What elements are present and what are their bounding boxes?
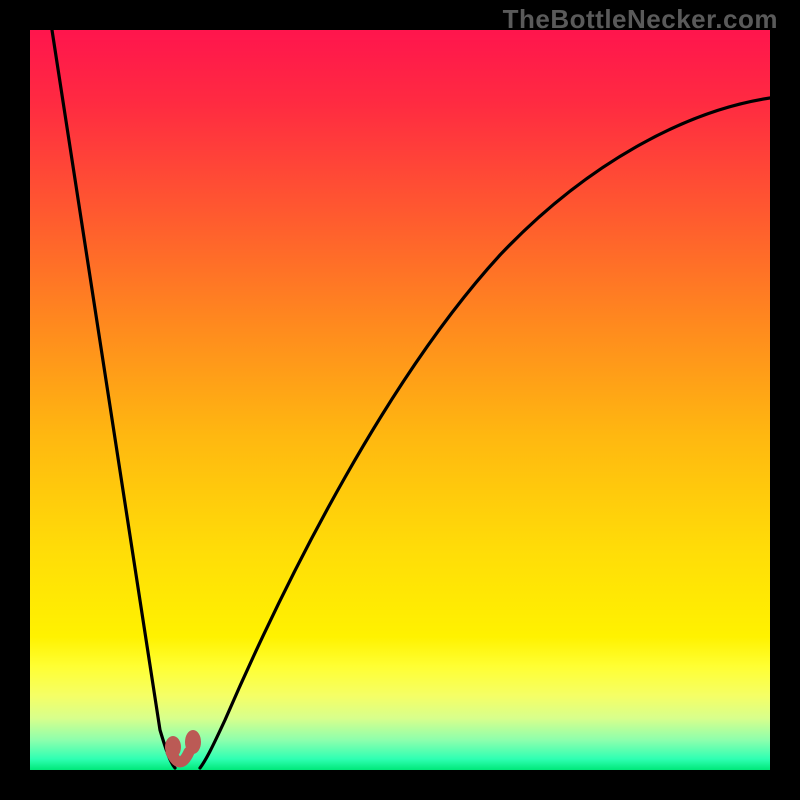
chart-container: TheBottleNecker.com [0,0,800,800]
watermark-label: TheBottleNecker.com [503,4,778,35]
plot-svg [30,30,770,770]
plot-area [30,30,770,770]
gradient-background [30,30,770,770]
